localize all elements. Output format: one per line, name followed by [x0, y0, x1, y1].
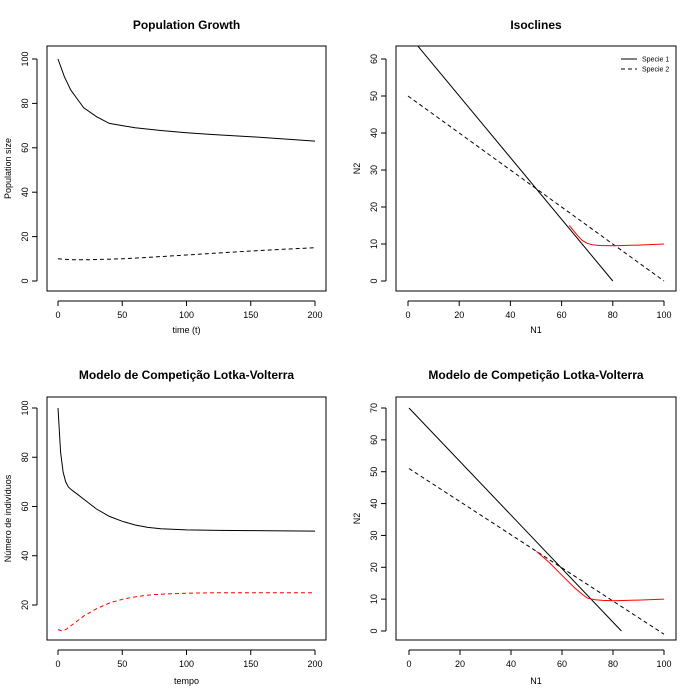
- x-axis: 0 50 100 150 200: [55, 300, 323, 320]
- legend: Specie 1 Specie 2: [621, 57, 669, 74]
- y-tick-label: 40: [20, 551, 30, 561]
- y-tick-label: 30: [369, 165, 379, 175]
- x-axis: 0 50 100 150 200: [55, 649, 323, 669]
- series-layer: [407, 46, 665, 282]
- legend-label-specie-2: Specie 2: [642, 67, 669, 74]
- y-tick-label: 0: [369, 628, 379, 633]
- y-axis: 0 10 20 30 40 50 60 70: [369, 403, 387, 634]
- y-tick-label: 100: [20, 51, 30, 66]
- y-tick-label: 100: [20, 400, 30, 415]
- y-tick-label: 60: [20, 143, 30, 153]
- y-axis: 0 10 20 30 40 50 60: [369, 54, 387, 284]
- series-line-3: [536, 551, 665, 602]
- y-tick-label: 40: [369, 499, 379, 509]
- y-axis-label: N2: [352, 163, 362, 175]
- chart-title: Isoclines: [510, 18, 562, 32]
- x-axis-label: N1: [530, 325, 542, 335]
- x-tick-label: 20: [455, 659, 465, 669]
- y-axis: 0 20 40 60 80 100: [20, 51, 38, 284]
- y-tick-label: 40: [369, 128, 379, 138]
- y-tick-label: 50: [369, 467, 379, 477]
- x-tick-label: 100: [656, 310, 671, 320]
- x-tick-label: 50: [117, 659, 127, 669]
- x-tick-label: 40: [506, 659, 516, 669]
- panel-lotka-volterra-time: Modelo de Competição Lotka-Volterra 0 50 1…: [3, 368, 327, 686]
- x-tick-label: 80: [608, 659, 618, 669]
- panel-lotka-volterra-isoclines: Modelo de Competição Lotka-Volterra 0 20 4…: [352, 368, 677, 686]
- y-tick-label: 20: [369, 202, 379, 212]
- x-tick-label: 20: [454, 310, 464, 320]
- panel-population-growth: Population Growth 0 50 100 150 200 0 20 40 60 80…: [3, 18, 327, 335]
- plot-frame: [46, 396, 327, 641]
- x-tick-label: 0: [55, 310, 60, 320]
- x-tick-label: 60: [557, 310, 567, 320]
- y-tick-label: 10: [369, 594, 379, 604]
- x-tick-label: 60: [557, 659, 567, 669]
- x-axis-label: tempo: [174, 676, 199, 686]
- series-line-2: [407, 95, 665, 282]
- plot-frame: [395, 396, 677, 641]
- x-axis: 0 20 40 60 80 100: [406, 649, 672, 669]
- plot-frame: [395, 45, 677, 292]
- series-line-1: [408, 407, 622, 632]
- x-tick-label: 0: [406, 659, 411, 669]
- x-axis-label: time (t): [173, 325, 201, 335]
- series-layer: [57, 407, 316, 632]
- x-axis-label: N1: [530, 676, 542, 686]
- x-tick-label: 200: [307, 310, 322, 320]
- y-tick-label: 60: [369, 54, 379, 64]
- x-tick-label: 0: [55, 659, 60, 669]
- series-line-2: [57, 592, 315, 632]
- legend-label-specie-1: Specie 1: [642, 57, 669, 64]
- y-tick-label: 50: [369, 91, 379, 101]
- y-tick-label: 10: [369, 239, 379, 249]
- x-tick-label: 150: [243, 310, 258, 320]
- series-layer: [408, 407, 665, 635]
- x-axis: 0 20 40 60 80 100: [405, 300, 672, 320]
- y-axis: 20 40 60 80 100: [20, 400, 38, 610]
- x-tick-label: 50: [117, 310, 127, 320]
- series-line-3: [568, 225, 665, 247]
- y-tick-label: 30: [369, 530, 379, 540]
- chart-title: Modelo de Competição Lotka-Volterra: [428, 368, 643, 382]
- series-line-2: [408, 468, 665, 635]
- y-axis-label: N2: [352, 513, 362, 525]
- y-tick-label: 20: [369, 562, 379, 572]
- y-tick-label: 20: [20, 600, 30, 610]
- y-tick-label: 0: [369, 278, 379, 283]
- y-tick-label: 80: [20, 98, 30, 108]
- x-tick-label: 40: [505, 310, 515, 320]
- chart-title: Population Growth: [133, 18, 240, 32]
- series-line-1: [417, 46, 614, 282]
- y-tick-label: 40: [20, 187, 30, 197]
- x-tick-label: 0: [405, 310, 410, 320]
- x-tick-label: 100: [179, 659, 194, 669]
- series-line-2: [57, 247, 316, 261]
- series-line-1: [57, 407, 316, 532]
- y-tick-label: 60: [20, 501, 30, 511]
- y-tick-label: 20: [20, 232, 30, 242]
- series-line-1: [57, 58, 316, 142]
- y-axis-label: Número de indivíduos: [3, 474, 13, 562]
- y-tick-label: 0: [20, 278, 30, 283]
- y-tick-label: 80: [20, 452, 30, 462]
- x-tick-label: 200: [307, 659, 322, 669]
- x-tick-label: 100: [179, 310, 194, 320]
- plot-frame: [46, 45, 327, 292]
- series-layer: [57, 58, 316, 261]
- x-tick-label: 150: [243, 659, 258, 669]
- y-tick-label: 60: [369, 435, 379, 445]
- x-tick-label: 100: [656, 659, 671, 669]
- x-tick-label: 80: [608, 310, 618, 320]
- y-tick-label: 70: [369, 403, 379, 413]
- chart-title: Modelo de Competição Lotka-Volterra: [79, 368, 294, 382]
- y-axis-label: Population size: [3, 138, 13, 199]
